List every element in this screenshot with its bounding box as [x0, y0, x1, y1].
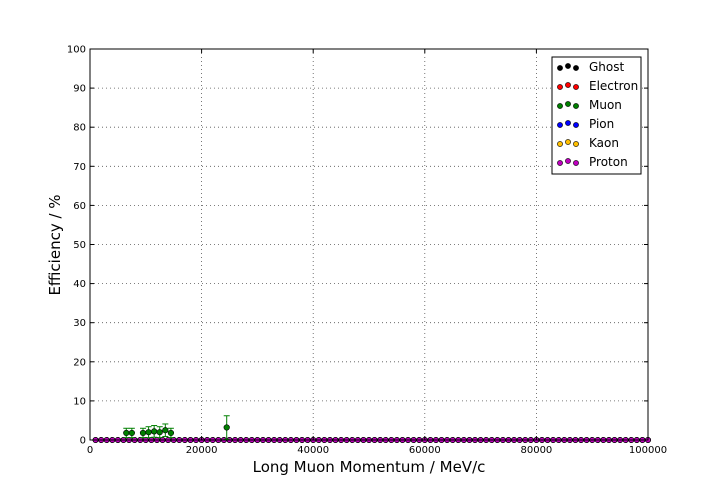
legend-marker-electron — [573, 84, 579, 90]
y-tick-label: 70 — [73, 162, 86, 173]
legend-box — [551, 56, 642, 175]
legend-marker-pion — [573, 122, 579, 128]
point-muon — [123, 429, 130, 437]
point-muon — [128, 429, 135, 437]
muon-series — [123, 415, 230, 440]
y-tick-label: 30 — [73, 318, 86, 329]
x-tick-label: 0 — [87, 445, 93, 456]
y-tick-label: 50 — [73, 240, 86, 251]
y-axis-title: Efficiency / % — [46, 194, 64, 295]
point-muon — [151, 428, 158, 435]
legend-marker-kaon — [565, 139, 571, 145]
legend-marker-electron — [565, 82, 571, 88]
x-axis-title: Long Muon Momentum / MeV/c — [253, 458, 486, 476]
y-tick-label: 90 — [73, 84, 86, 95]
y-tick-label: 80 — [73, 123, 86, 134]
y-tick-label: 20 — [73, 357, 86, 368]
y-tick-label: 60 — [73, 201, 86, 212]
point-muon — [167, 429, 175, 437]
legend-marker-proton — [565, 158, 571, 164]
legend-marker-kaon — [557, 141, 563, 147]
point-muon — [223, 424, 230, 431]
point-muon — [156, 429, 163, 436]
legend-marker-electron — [557, 84, 563, 90]
point-muon — [139, 429, 147, 437]
y-tick-label: 10 — [73, 396, 86, 407]
x-tick-label: 100000 — [629, 445, 667, 456]
x-tick-label: 80000 — [520, 445, 552, 456]
legend-marker-muon — [573, 103, 579, 109]
legend-marker-muon — [557, 103, 563, 109]
axis-ticks: 0 10 20 30 40 50 60 70 80 90 100 0 20000 40000 60000 80… — [67, 45, 667, 457]
point-muon — [145, 429, 152, 436]
legend-marker-ghost — [573, 65, 579, 71]
legend-label-proton: Proton — [589, 155, 628, 169]
legend-marker-proton — [573, 160, 579, 166]
legend-marker-pion — [557, 122, 563, 128]
y-tick-label: 40 — [73, 279, 86, 290]
legend-marker-pion — [565, 120, 571, 126]
y-tick-label: 100 — [67, 45, 86, 56]
legend: Ghost Electron Muon Pion Kaon Proton — [551, 56, 642, 175]
legend-marker-ghost — [557, 65, 563, 71]
legend-label-kaon: Kaon — [589, 136, 619, 150]
x-tick-label: 40000 — [297, 445, 329, 456]
point-muon — [162, 427, 169, 434]
x-tick-label: 20000 — [186, 445, 218, 456]
legend-label-pion: Pion — [589, 117, 614, 131]
legend-marker-kaon — [573, 141, 579, 147]
y-tick-label: 0 — [80, 436, 86, 447]
legend-marker-muon — [565, 101, 571, 107]
legend-marker-ghost — [565, 63, 571, 69]
legend-marker-proton — [557, 160, 563, 166]
x-tick-label: 60000 — [409, 445, 441, 456]
legend-label-ghost: Ghost — [589, 60, 624, 74]
legend-label-electron: Electron — [589, 79, 638, 93]
legend-label-muon: Muon — [589, 98, 622, 112]
